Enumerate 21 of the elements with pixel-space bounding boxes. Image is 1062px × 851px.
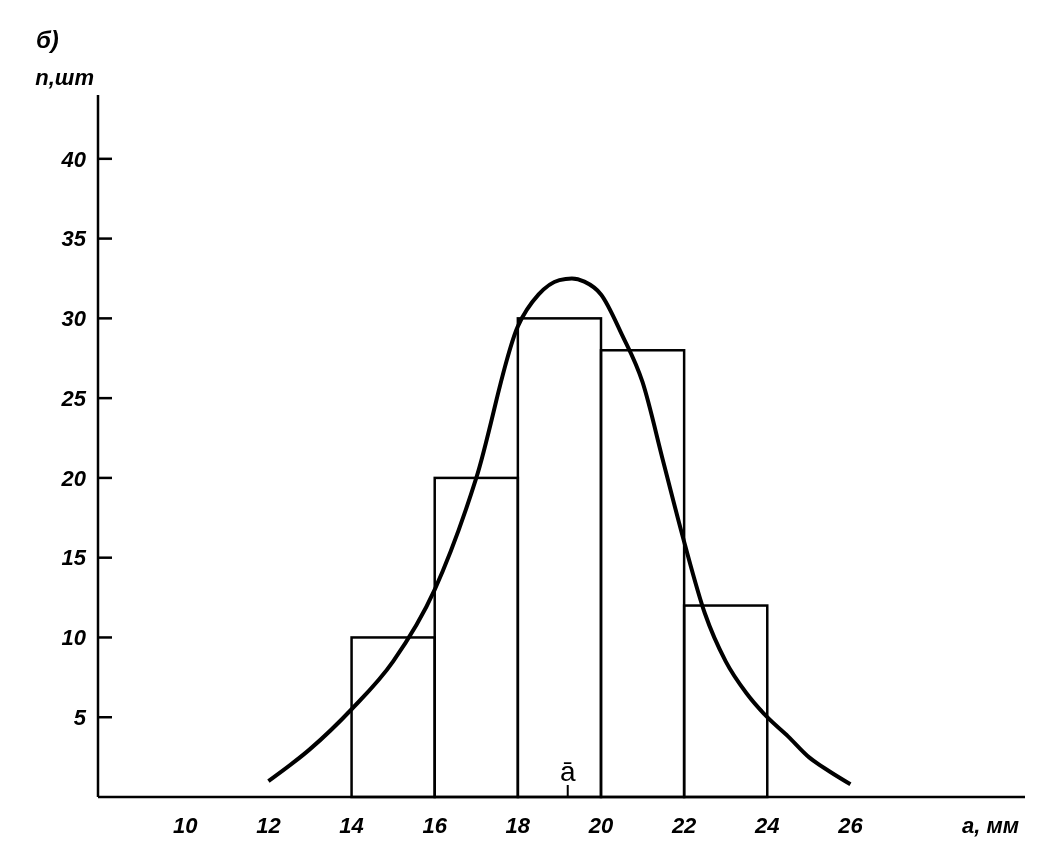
x-tick-label: 22 [670, 813, 698, 838]
y-tick-label: 35 [61, 226, 87, 252]
x-axis-title: a, мм [961, 813, 1019, 838]
x-tick-label: 12 [256, 813, 282, 838]
y-tick-label: 40 [60, 146, 87, 172]
y-tick-label: 30 [61, 306, 87, 332]
y-tick-label: 15 [61, 545, 87, 571]
x-tick-label: 10 [173, 813, 199, 838]
y-axis-title: n,шт [35, 65, 94, 90]
x-tick-label: 20 [587, 813, 614, 838]
text: б) [36, 26, 59, 53]
x-tick-label: 24 [754, 813, 780, 838]
annotation: ā [559, 756, 576, 787]
y-tick-label: 10 [61, 625, 87, 651]
x-tick-label: 18 [505, 813, 531, 838]
x-tick-label: 26 [837, 813, 864, 838]
y-tick-label: 20 [60, 465, 87, 491]
x-tick-label: 16 [422, 813, 448, 838]
y-tick-label: 5 [73, 704, 87, 730]
x-tick-label: 14 [339, 813, 364, 838]
y-tick-label: 25 [60, 385, 87, 411]
